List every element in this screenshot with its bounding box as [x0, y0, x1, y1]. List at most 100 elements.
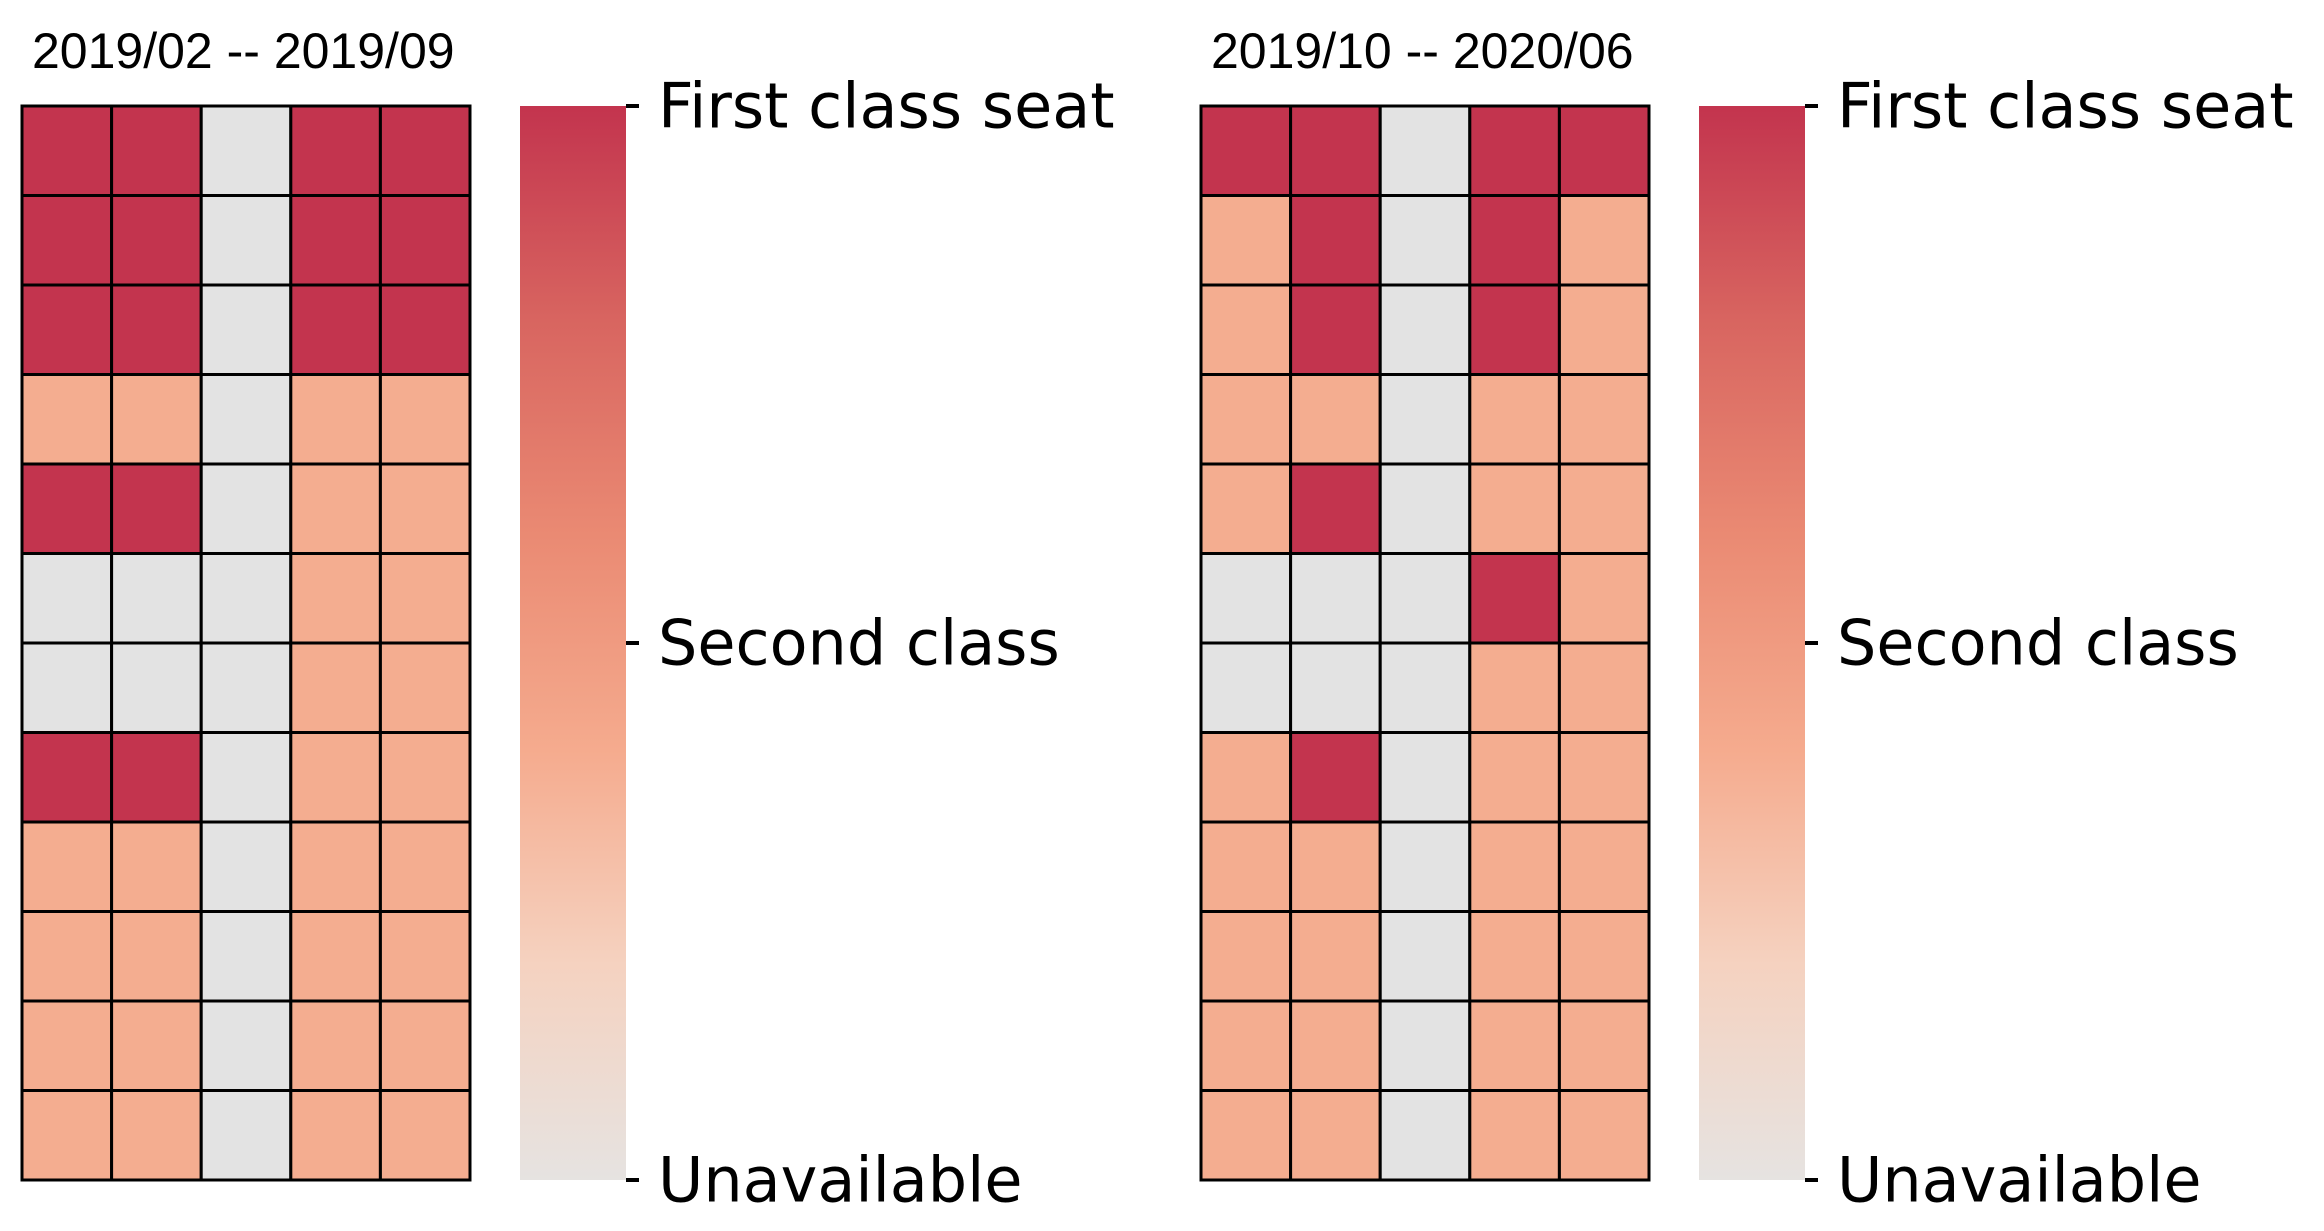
heatmap-cell-left-r4-c4	[378, 462, 472, 555]
heatmap-cell-left-r9-c2	[199, 910, 293, 1003]
heatmap-cell-left-r6-c1	[110, 641, 203, 734]
heatmap-cell-left-r9-c3	[289, 910, 382, 1003]
heatmap-cell-left-r11-c2	[199, 1089, 293, 1182]
heatmap-cell-right-r8-c4	[1557, 820, 1651, 913]
heatmap-cell-left-r7-c2	[199, 731, 293, 824]
heatmap-cell-right-r8-c1	[1289, 820, 1382, 913]
heatmap-cell-left-r10-c3	[289, 999, 382, 1092]
heatmap-cell-right-r1-c2	[1378, 194, 1472, 287]
heatmap-cell-left-r6-c4	[378, 641, 472, 734]
colorbar-left: First class seat Second class Unavailable	[520, 70, 1115, 1217]
heatmap-cell-left-r1-c2	[199, 194, 293, 287]
heatmap-cell-right-r5-c1	[1289, 552, 1382, 645]
heatmap-cell-right-r3-c1	[1289, 373, 1382, 466]
heatmap-cell-right-r7-c3	[1468, 731, 1561, 824]
heatmap-cell-right-r8-c2	[1378, 820, 1472, 913]
heatmap-cell-left-r9-c4	[378, 910, 472, 1003]
heatmap-cell-right-r1-c3	[1468, 194, 1561, 287]
heatmap-cell-left-r9-c1	[110, 910, 203, 1003]
heatmap-cell-left-r4-c0	[20, 462, 114, 555]
heatmap-cell-left-r10-c0	[20, 999, 114, 1092]
heatmap-cell-left-r0-c0	[20, 104, 114, 197]
heatmap-cell-right-r9-c0	[1199, 910, 1293, 1003]
heatmap-cell-left-r7-c3	[289, 731, 382, 824]
heatmap-cell-left-r5-c2	[199, 552, 293, 645]
heatmap-cell-right-r6-c3	[1468, 641, 1561, 734]
heatmap-cell-right-r1-c0	[1199, 194, 1293, 287]
heatmap-cell-right-r3-c2	[1378, 373, 1472, 466]
heatmap-cell-right-r9-c4	[1557, 910, 1651, 1003]
heatmap-cell-right-r4-c4	[1557, 462, 1651, 555]
heatmap-cell-right-r2-c1	[1289, 283, 1382, 376]
heatmap-cell-left-r7-c1	[110, 731, 203, 824]
heatmap-cell-right-r5-c3	[1468, 552, 1561, 645]
heatmap-grid-left	[20, 104, 472, 1182]
heatmap-cell-left-r11-c4	[378, 1089, 472, 1182]
heatmap-cell-left-r2-c4	[378, 283, 472, 376]
heatmap-cell-left-r0-c2	[199, 104, 293, 197]
heatmap-cell-right-r9-c3	[1468, 910, 1561, 1003]
heatmap-cell-right-r0-c2	[1378, 104, 1472, 197]
heatmap-cell-left-r3-c0	[20, 373, 114, 466]
heatmap-cell-right-r3-c0	[1199, 373, 1293, 466]
heatmap-cell-left-r4-c2	[199, 462, 293, 555]
heatmap-cell-left-r10-c4	[378, 999, 472, 1092]
colorbar-gradient-right	[1699, 106, 1805, 1180]
heatmap-cell-right-r6-c1	[1289, 641, 1382, 734]
heatmap-cell-left-r5-c1	[110, 552, 203, 645]
heatmap-cell-left-r2-c0	[20, 283, 114, 376]
heatmap-cell-left-r2-c3	[289, 283, 382, 376]
heatmap-cell-right-r2-c2	[1378, 283, 1472, 376]
heatmap-cell-left-r3-c1	[110, 373, 203, 466]
heatmap-cell-right-r7-c1	[1289, 731, 1382, 824]
heatmap-cell-right-r9-c2	[1378, 910, 1472, 1003]
heatmap-cell-right-r7-c4	[1557, 731, 1651, 824]
colorbar-right: First class seat Second class Unavailable	[1699, 70, 2294, 1217]
heatmap-cell-left-r4-c3	[289, 462, 382, 555]
heatmap-cell-left-r1-c1	[110, 194, 203, 287]
heatmap-cell-left-r8-c3	[289, 820, 382, 913]
heatmap-cell-left-r5-c3	[289, 552, 382, 645]
heatmap-cell-right-r9-c1	[1289, 910, 1382, 1003]
heatmap-cell-left-r6-c2	[199, 641, 293, 734]
heatmap-cell-left-r10-c1	[110, 999, 203, 1092]
heatmap-cell-left-r8-c4	[378, 820, 472, 913]
heatmap-cell-right-r0-c1	[1289, 104, 1382, 197]
heatmap-cell-left-r6-c0	[20, 641, 114, 734]
heatmap-cell-right-r6-c4	[1557, 641, 1651, 734]
heatmap-cell-left-r7-c0	[20, 731, 114, 824]
heatmap-cell-left-r5-c4	[378, 552, 472, 645]
heatmap-cell-right-r3-c4	[1557, 373, 1651, 466]
heatmap-cell-left-r11-c1	[110, 1089, 203, 1182]
heatmap-cell-right-r2-c0	[1199, 283, 1293, 376]
heatmap-grid-right	[1199, 104, 1651, 1182]
panel-title-right: 2019/10 -- 2020/06	[1211, 23, 1634, 79]
heatmap-cell-right-r11-c2	[1378, 1089, 1472, 1182]
heatmap-cell-left-r9-c0	[20, 910, 114, 1003]
colorbar-label-right-2: Unavailable	[1837, 1144, 2202, 1217]
heatmap-cell-left-r3-c3	[289, 373, 382, 466]
heatmap-cell-right-r3-c3	[1468, 373, 1561, 466]
heatmap-cell-left-r7-c4	[378, 731, 472, 824]
heatmap-cell-left-r0-c1	[110, 104, 203, 197]
heatmap-cell-right-r6-c2	[1378, 641, 1472, 734]
heatmap-cell-right-r5-c4	[1557, 552, 1651, 645]
heatmap-cell-left-r8-c2	[199, 820, 293, 913]
heatmap-cell-left-r10-c2	[199, 999, 293, 1092]
colorbar-label-right-1: Second class	[1837, 607, 2239, 680]
heatmap-cell-left-r3-c4	[378, 373, 472, 466]
heatmap-cell-right-r7-c2	[1378, 731, 1472, 824]
heatmap-cell-right-r6-c0	[1199, 641, 1293, 734]
heatmap-cell-left-r1-c0	[20, 194, 114, 287]
heatmap-cell-right-r8-c0	[1199, 820, 1293, 913]
heatmap-cell-right-r4-c2	[1378, 462, 1472, 555]
colorbar-label-left-1: Second class	[658, 607, 1060, 680]
heatmap-cell-left-r11-c3	[289, 1089, 382, 1182]
heatmap-cell-right-r0-c0	[1199, 104, 1293, 197]
heatmap-cell-right-r4-c1	[1289, 462, 1382, 555]
heatmap-cell-right-r2-c3	[1468, 283, 1561, 376]
heatmap-cell-left-r11-c0	[20, 1089, 114, 1182]
heatmap-cell-right-r11-c3	[1468, 1089, 1561, 1182]
heatmap-cell-left-r1-c3	[289, 194, 382, 287]
